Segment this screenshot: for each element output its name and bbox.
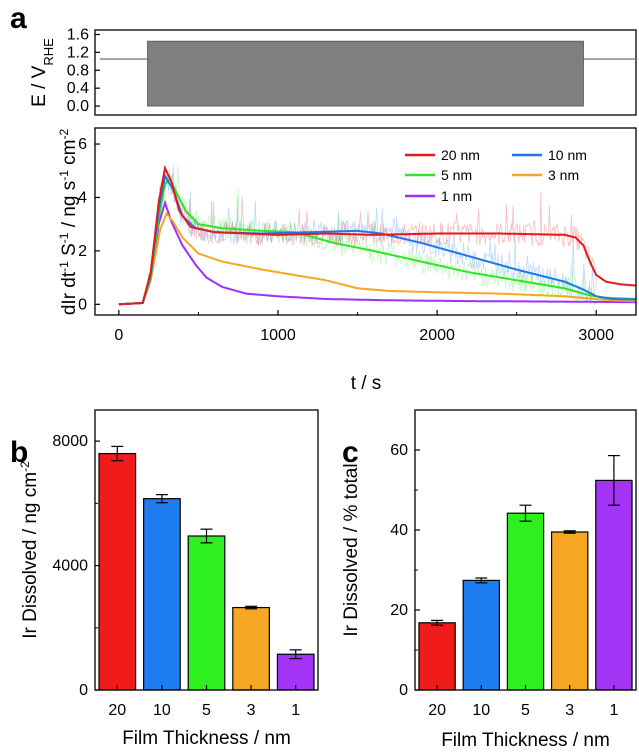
bar-3nm	[232, 606, 270, 691]
axis-label-part: cm	[59, 140, 80, 171]
y-tick-label: 0	[399, 682, 408, 699]
y-axis-label: E / VRHE	[29, 38, 56, 107]
potential-panel: 0.00.40.81.21.6 E / VRHE	[29, 26, 637, 116]
y-tick-label: 4	[78, 189, 87, 206]
legend-label: 5 nm	[441, 167, 472, 183]
bar-5nm	[187, 535, 226, 691]
axis-label-part: / ng s	[59, 181, 80, 233]
x-tick-label: 20	[428, 702, 446, 719]
bar-1nm	[276, 653, 315, 691]
x-tick-label: 3000	[578, 327, 614, 344]
raw-trace-5nm	[147, 165, 597, 304]
y-axis-label: Ir Dissolved / % total	[341, 463, 362, 636]
y-tick-label: 6	[78, 136, 87, 153]
plot-frame	[94, 127, 637, 316]
axis-label-superscript: -2	[18, 461, 32, 472]
x-tick-label: 3	[247, 702, 256, 719]
y-axis-label: dIr dt-1 S-1 / ng s-1 cm-2	[57, 129, 80, 316]
potential-cycling-block	[147, 40, 584, 107]
axis-label-part: Ir Dissolved / % total	[341, 463, 362, 636]
raw-trace-10nm	[147, 165, 597, 306]
x-tick-label: 1	[609, 702, 618, 719]
axis-label-superscript: -1	[57, 170, 71, 181]
x-axis-label: Film Thickness / nm	[441, 730, 610, 751]
bar-5nm	[506, 512, 545, 691]
y-tick-label: 0.0	[67, 98, 89, 115]
y-axis-label: Ir Dissolved / ng cm-2	[18, 461, 41, 639]
axis-label-part: dIr dt	[59, 271, 80, 315]
y-tick-label: 0	[79, 682, 88, 699]
bar-20nm	[98, 452, 137, 691]
axis-label-part: Ir Dissolved / ng cm	[20, 472, 41, 639]
panel-label-a: a	[10, 2, 27, 35]
x-tick-label: 1000	[260, 327, 296, 344]
bar-10nm	[462, 579, 501, 691]
y-tick-label: 40	[390, 522, 408, 539]
plot-frame	[414, 409, 637, 691]
x-tick-label: 1	[291, 702, 300, 719]
panel-label-b: b	[10, 436, 28, 469]
panel-label-c: c	[342, 436, 359, 469]
y-tick-label: 4000	[52, 558, 88, 575]
x-tick-label: 10	[472, 702, 490, 719]
bar-20nm	[418, 622, 456, 691]
legend-label: 10 nm	[548, 147, 587, 163]
raw-trace-20nm	[147, 168, 597, 291]
x-axis-label: t / s	[351, 373, 382, 394]
bar-1nm	[595, 479, 633, 691]
y-tick-label: 20	[390, 602, 408, 619]
bar-10nm	[143, 498, 181, 691]
x-tick-label: 20	[108, 702, 126, 719]
x-tick-label: 3	[565, 702, 574, 719]
axis-label-superscript: -2	[57, 129, 71, 140]
y-axis-label-subscript: RHE	[41, 38, 56, 66]
y-axis-label-main: E / V	[29, 65, 50, 107]
x-tick-label: 5	[202, 702, 211, 719]
axis-label-superscript: -1	[57, 261, 71, 272]
y-tick-label: 0	[78, 296, 87, 313]
y-tick-label: 1.6	[67, 26, 89, 43]
series-line-20nm	[118, 164, 636, 306]
bar-3nm	[550, 531, 589, 691]
legend-label: 20 nm	[441, 147, 480, 163]
y-tick-label: 60	[390, 442, 408, 459]
plot-frame	[94, 29, 637, 116]
axis-label-part: S	[59, 243, 80, 261]
series-line-1nm	[118, 199, 636, 306]
plot-frame	[94, 409, 319, 691]
y-tick-label: 0.4	[67, 80, 89, 97]
axis-label-superscript: -1	[57, 232, 71, 243]
series-line-3nm	[118, 211, 636, 306]
legend-label: 1 nm	[441, 188, 472, 204]
x-tick-label: 2000	[419, 327, 455, 344]
x-tick-label: 0	[114, 327, 123, 344]
y-tick-label: 2	[78, 243, 87, 260]
y-tick-label: 0.8	[67, 62, 89, 79]
y-tick-label: 8000	[52, 433, 88, 450]
y-tick-label: 1.2	[67, 44, 89, 61]
series-line-5nm	[118, 177, 636, 306]
legend-label: 3 nm	[548, 167, 579, 183]
x-tick-label: 10	[153, 702, 171, 719]
x-tick-label: 5	[521, 702, 530, 719]
x-axis-label: Film Thickness / nm	[122, 728, 291, 749]
